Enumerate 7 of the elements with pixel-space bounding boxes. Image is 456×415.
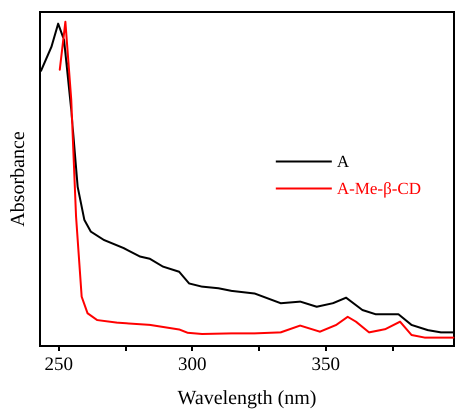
x-tick-label: 350 <box>312 354 340 375</box>
y-axis-title: Absorbance <box>7 131 29 227</box>
legend-label: A-Me-β-CD <box>336 179 421 198</box>
x-axis-title: Wavelength (nm) <box>178 387 316 409</box>
legend-label: A <box>336 152 350 171</box>
x-tick-label: 300 <box>178 354 206 375</box>
x-tick-label: 250 <box>44 354 73 375</box>
